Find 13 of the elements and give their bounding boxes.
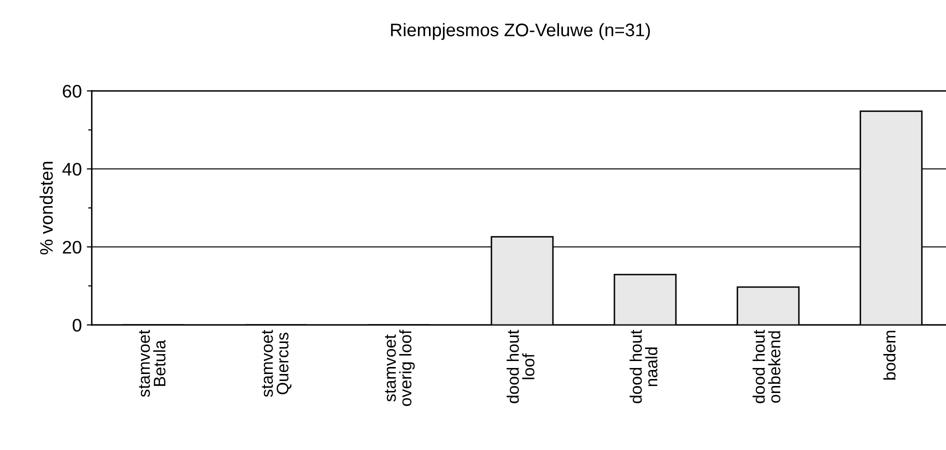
x-tick-label: dood hout onbekend [752,330,780,404]
x-tick-label: dood hout naald [630,330,658,404]
y-tick-label: 0 [72,318,82,332]
y-axis-title: % vondsten [40,162,53,254]
y-tick-label: 40 [62,162,82,176]
x-tick-label: bodem [883,330,896,380]
x-tick-label: dood hout loof [506,330,534,404]
x-tick-label: stamvoet overig loof [384,330,415,406]
y-tick-label: 60 [62,84,82,98]
chart-title: Riempjesmos ZO-Veluwe (n=31) [391,23,650,40]
x-tick-label: stamvoet Quercus [262,330,292,397]
x-tick-label: stamvoet Betula [139,330,166,397]
y-tick-label: 20 [62,240,82,254]
